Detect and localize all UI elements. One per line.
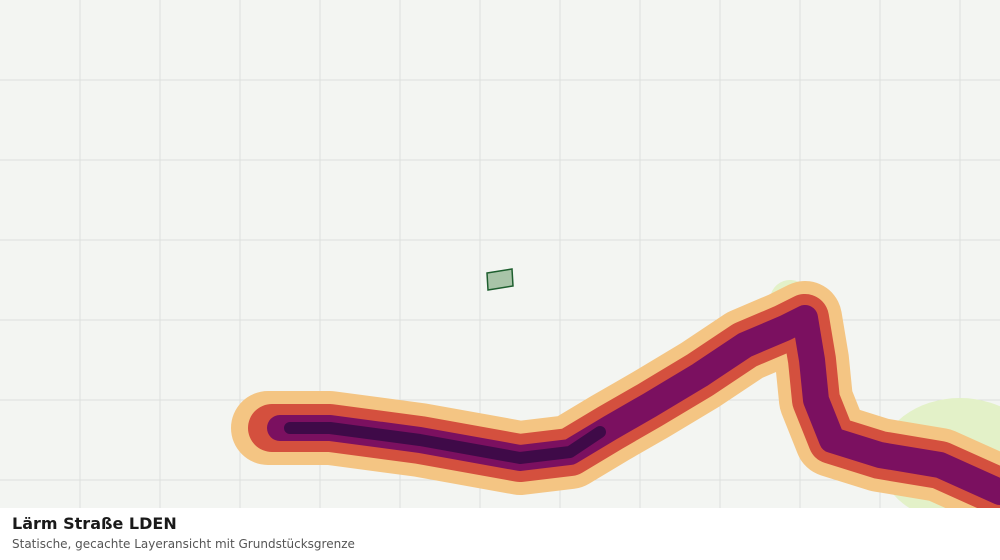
map-subtitle: Statische, gecachte Layeransicht mit Gru… (12, 537, 355, 551)
parcel-boundary (486, 268, 514, 291)
noise-zone-extreme (284, 422, 606, 464)
noise-layer (231, 280, 1000, 508)
map-view (0, 0, 1000, 508)
legend-footer: Lärm Straße LDEN Statische, gecachte Lay… (0, 508, 1000, 560)
map-title: Lärm Straße LDEN (12, 514, 177, 533)
